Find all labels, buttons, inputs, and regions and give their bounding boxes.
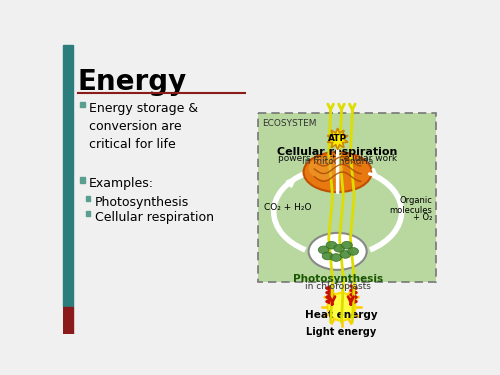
Text: ATP: ATP (328, 135, 347, 144)
Text: Photosynthesis: Photosynthesis (95, 196, 190, 209)
Ellipse shape (334, 244, 344, 252)
Ellipse shape (322, 252, 333, 260)
Ellipse shape (308, 233, 366, 270)
Ellipse shape (342, 242, 352, 249)
Text: Photosynthesis: Photosynthesis (292, 274, 382, 285)
Bar (62, 307, 74, 334)
Ellipse shape (304, 152, 372, 192)
Text: in mitochondria: in mitochondria (302, 157, 374, 166)
Ellipse shape (330, 254, 342, 261)
Text: Cellular respiration: Cellular respiration (95, 211, 214, 224)
Text: Energy storage &
conversion are
critical for life: Energy storage & conversion are critical… (89, 102, 198, 151)
Ellipse shape (308, 157, 344, 180)
Text: Heat energy: Heat energy (305, 310, 378, 320)
Ellipse shape (318, 246, 329, 254)
Bar (80, 177, 85, 183)
Text: Light energy: Light energy (306, 327, 376, 337)
Ellipse shape (348, 248, 358, 255)
Ellipse shape (340, 251, 351, 258)
Bar (86, 196, 90, 201)
Circle shape (328, 293, 355, 321)
Bar (62, 45, 74, 307)
Text: ECOSYSTEM: ECOSYSTEM (262, 119, 317, 128)
Text: in chloroplasts: in chloroplasts (304, 282, 370, 291)
Text: CO₂ + H₂O: CO₂ + H₂O (264, 203, 312, 212)
Polygon shape (328, 128, 348, 150)
FancyBboxPatch shape (258, 113, 436, 282)
Text: Energy: Energy (78, 68, 187, 96)
Text: + O₂: + O₂ (413, 213, 432, 222)
Text: Examples:: Examples: (89, 177, 154, 190)
Ellipse shape (326, 242, 337, 249)
Bar (86, 211, 90, 216)
Text: Organic
molecules: Organic molecules (390, 196, 432, 215)
Text: Cellular respiration: Cellular respiration (278, 147, 398, 158)
Bar (80, 102, 85, 107)
Text: powers most cellular work: powers most cellular work (278, 154, 397, 164)
